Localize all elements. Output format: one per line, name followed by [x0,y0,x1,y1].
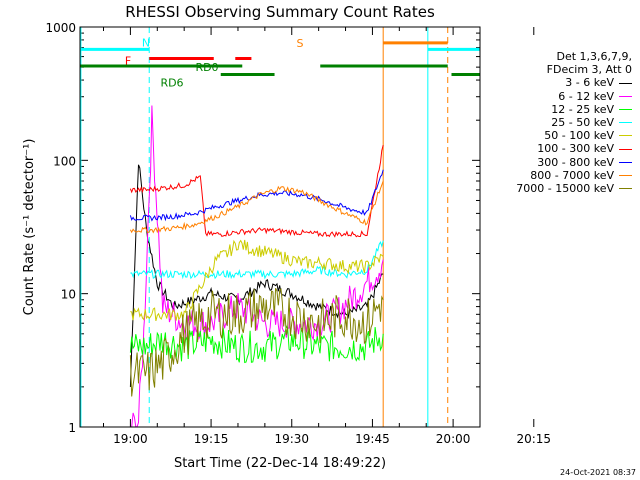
legend-label: 800 - 7000 keV [530,168,614,182]
y-tick-label: 1 [68,421,76,435]
legend-label: 12 - 25 keV [551,102,614,116]
legend-label: 7000 - 15000 keV [516,182,614,196]
legend-label: 300 - 800 keV [537,155,614,169]
legend-swatch [619,148,632,150]
x-tick-label: 20:00 [436,432,471,446]
plot-layer: 1 10 100 1000 19:00 19:15 19:30 19:45 20:00 20:15… [45,21,551,446]
series-line [130,105,384,428]
series-line [129,287,384,397]
x-tick-label: 19:30 [274,432,309,446]
series-line [129,144,384,238]
y-tick-label: 10 [61,288,76,302]
x-tick-label: 19:45 [355,432,390,446]
legend-swatch [619,82,632,84]
legend-label: 3 - 6 keV [565,76,614,90]
legend-item: 7000 - 15000 keV [472,182,632,195]
legend-item: 800 - 7000 keV [472,169,632,182]
legend-header-attenuator: FDecim 3, Att 0 [546,63,632,77]
legend-item: 100 - 300 keV [472,142,632,155]
series-line [130,239,384,322]
legend-item: 25 - 50 keV [472,116,632,129]
series-line [129,325,384,364]
plot-frame [79,26,481,428]
legend-item: 12 - 25 keV [472,103,632,116]
legend-swatch [619,135,632,137]
legend-swatch [619,108,632,110]
series-line [130,240,384,280]
y-tick-label: 100 [53,154,76,168]
legend-swatch [619,174,632,176]
legend-label: 25 - 50 keV [551,116,614,130]
state-bar-label: RD6 [160,77,183,90]
x-tick-label: 20:15 [516,432,551,446]
legend-item: 6 - 12 keV [472,90,632,103]
legend-item: 50 - 100 keV [472,129,632,142]
x-tick-label: 19:00 [113,432,148,446]
legend-swatch [619,122,632,124]
legend-item: 3 - 6 keV [472,76,632,89]
legend-swatch [619,95,632,97]
chart-title: RHESSI Observing Summary Count Rates [125,3,435,21]
y-axis-label: Count Rate (s⁻¹ detector⁻¹) [22,139,37,316]
legend-label: 100 - 300 keV [537,142,614,156]
x-axis-label: Start Time (22-Dec-14 18:49:22) [174,456,386,471]
legend-header-detectors: Det 1,3,6,7,9, [556,50,632,63]
state-bar-label: S [297,37,304,50]
legend-swatch [619,161,632,163]
series-line [129,180,384,234]
generation-timestamp: 24-Oct-2021 08:37 [560,468,636,477]
state-bar-label: N [142,36,150,49]
legend-label: 50 - 100 keV [544,129,614,143]
state-bar-label: F [125,55,131,68]
legend-label: 6 - 12 keV [558,89,614,103]
state-bar-label: RD0 [195,61,218,74]
y-tick-label: 1000 [45,21,76,35]
legend: Det 1,3,6,7,9, FDecim 3, Att 0 3 - 6 keV… [472,50,632,195]
series-line [129,169,384,222]
x-tick-label: 19:15 [194,432,229,446]
legend-item: 300 - 800 keV [472,156,632,169]
legend-swatch [619,188,632,190]
